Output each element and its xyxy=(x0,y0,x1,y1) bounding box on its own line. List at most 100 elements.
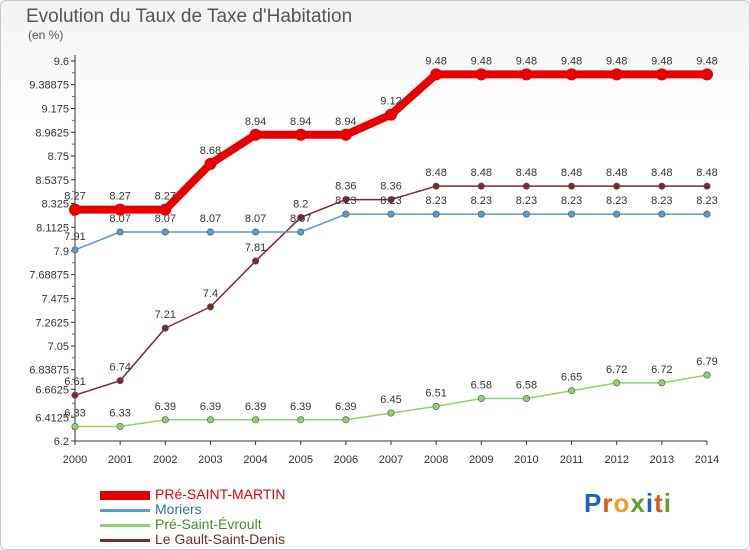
series-3-point xyxy=(342,196,350,204)
series-3-data-label: 8.48 xyxy=(696,167,717,179)
series-1-data-label: 8.23 xyxy=(471,195,492,207)
legend-swatch xyxy=(100,508,150,512)
series-0-data-label: 9.12 xyxy=(380,96,401,108)
series-3-point xyxy=(613,182,621,190)
series-2-data-label: 6.58 xyxy=(471,380,492,392)
series-0-data-label: 9.48 xyxy=(561,55,582,67)
series-3-point xyxy=(522,182,530,190)
series-1-data-label: 8.23 xyxy=(561,195,582,207)
series-2-data-label: 6.51 xyxy=(425,387,446,399)
series-0-data-label: 8.27 xyxy=(155,191,176,203)
legend-label: Pré-Saint-Évroult xyxy=(155,516,262,532)
series-3-point xyxy=(703,182,711,190)
series-2-data-label: 6.39 xyxy=(290,401,311,413)
series-1-point xyxy=(252,228,260,236)
legend-label: Le Gault-Saint-Denis xyxy=(155,531,285,547)
y-tick-label: 6.2 xyxy=(54,436,69,448)
series-3-data-label: 7.21 xyxy=(155,309,176,321)
series-0-data-label: 8.94 xyxy=(290,116,311,128)
series-1-data-label: 8.23 xyxy=(380,195,401,207)
legend-swatch xyxy=(100,538,150,542)
series-3-data-label: 8.48 xyxy=(561,167,582,179)
series-0-point xyxy=(655,68,668,81)
y-tick-label: 8.1125 xyxy=(36,222,69,234)
y-tick-label: 7.2625 xyxy=(35,317,69,329)
series-1-data-label: 8.07 xyxy=(245,213,266,225)
series-0-point xyxy=(385,108,397,121)
legend-label: PRé-SAINT-MARTIN xyxy=(155,486,286,502)
x-tick-label: 2002 xyxy=(153,454,177,466)
series-2-data-label: 6.39 xyxy=(155,401,176,413)
series-1-data-label: 8.07 xyxy=(200,213,221,225)
series-0-data-label: 9.48 xyxy=(651,55,672,67)
series-1-data-label: 8.23 xyxy=(696,195,717,207)
x-tick-label: 2008 xyxy=(424,454,448,466)
series-0-data-label: 9.48 xyxy=(606,55,627,67)
y-tick-label: 7.475 xyxy=(41,294,69,306)
series-0-data-label: 8.68 xyxy=(200,145,221,157)
series-1-point xyxy=(568,210,576,218)
y-tick-label: 8.325 xyxy=(41,199,69,211)
series-1-point xyxy=(432,210,440,218)
y-tick-label: 8.75 xyxy=(48,151,69,163)
series-2-point xyxy=(206,416,214,424)
x-tick-label: 2011 xyxy=(560,454,584,466)
series-1-point xyxy=(161,228,169,236)
series-0-data-label: 8.27 xyxy=(109,191,130,203)
series-1-point xyxy=(387,210,395,218)
logo-letter: i xyxy=(663,488,672,518)
chart-title: Evolution du Taux de Taxe d'Habitation xyxy=(26,6,353,27)
series-3-data-label: 6.61 xyxy=(64,376,85,388)
series-2-point xyxy=(387,409,395,417)
series-1-point xyxy=(613,210,621,218)
series-0-point xyxy=(430,68,443,81)
logo-letter: o xyxy=(613,488,631,518)
series-1-point xyxy=(477,210,485,218)
series-0-point xyxy=(159,203,172,216)
y-tick-label: 9.38875 xyxy=(29,80,69,92)
series-0-point xyxy=(339,128,352,141)
series-3-point xyxy=(71,391,79,399)
series-3-point xyxy=(477,182,485,190)
y-tick-label: 7.05 xyxy=(48,341,69,353)
series-0-point xyxy=(114,203,127,216)
series-1-point xyxy=(522,210,530,218)
series-3-point xyxy=(432,182,440,190)
logo-letter: t xyxy=(654,488,664,518)
series-0-data-label: 9.48 xyxy=(696,55,717,67)
series-2-data-label: 6.72 xyxy=(651,364,672,376)
series-2-data-label: 6.33 xyxy=(109,407,130,419)
x-tick-label: 2001 xyxy=(108,454,132,466)
y-tick-label: 6.6625 xyxy=(35,384,69,396)
x-tick-label: 2005 xyxy=(288,454,312,466)
x-tick-label: 2009 xyxy=(469,454,493,466)
series-2-point xyxy=(432,402,440,410)
series-0-point xyxy=(565,68,578,81)
series-3-data-label: 8.36 xyxy=(335,181,356,193)
y-tick-label: 6.83875 xyxy=(29,365,69,377)
series-1-point xyxy=(206,228,214,236)
series-2-point xyxy=(568,387,576,395)
series-0-data-label: 9.48 xyxy=(471,55,492,67)
series-3-data-label: 8.48 xyxy=(651,167,672,179)
y-tick-label: 8.5375 xyxy=(35,175,69,187)
y-tick-label: 8.9625 xyxy=(35,127,69,139)
series-0-point xyxy=(249,128,262,141)
series-1-point xyxy=(703,210,711,218)
series-2-data-label: 6.45 xyxy=(380,394,401,406)
y-tick-label: 9.175 xyxy=(41,104,69,116)
series-2-point xyxy=(252,416,260,424)
legend-label: Moriers xyxy=(155,501,202,517)
y-tick-label: 7.9 xyxy=(54,246,69,258)
legend-swatch xyxy=(100,523,150,527)
series-0-point xyxy=(475,68,488,81)
series-2-point xyxy=(703,371,711,379)
series-1-data-label: 8.07 xyxy=(155,213,176,225)
x-tick-label: 2006 xyxy=(334,454,358,466)
x-tick-label: 2004 xyxy=(243,454,267,466)
series-3-data-label: 8.48 xyxy=(606,167,627,179)
series-3-point xyxy=(658,182,666,190)
series-2-point xyxy=(161,416,169,424)
series-3-data-label: 8.2 xyxy=(293,198,308,210)
logo-letter: r xyxy=(602,488,614,518)
